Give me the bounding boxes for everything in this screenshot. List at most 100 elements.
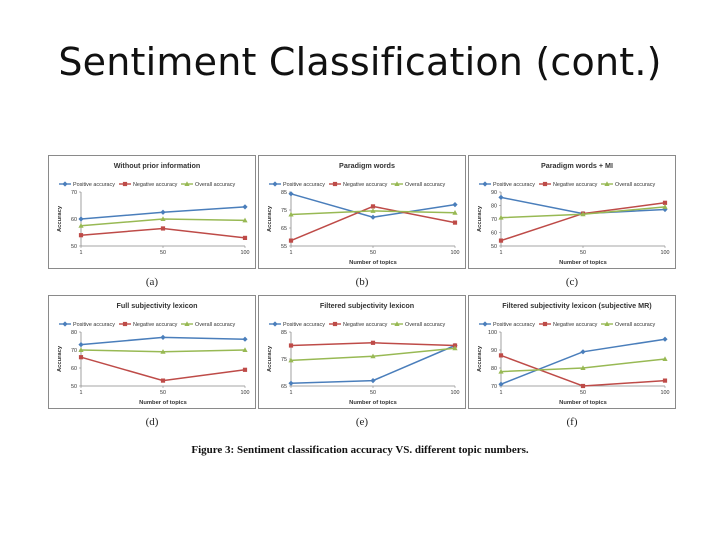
y-tick-label-c-2: 70 (491, 217, 497, 223)
y-tick-label-d-2: 70 (71, 348, 77, 354)
data-point-b-2-1 (370, 208, 376, 213)
x-tick-label-b-2: 100 (451, 250, 460, 256)
data-point-e-0-0 (288, 380, 294, 386)
data-point-a-1-0 (78, 233, 84, 238)
data-point-e-1-1 (370, 340, 376, 345)
legend-marker-b-1 (332, 181, 338, 187)
legend-marker-d-0 (62, 321, 68, 327)
legend-marker-b-2 (394, 181, 400, 186)
chart-panel-a: Without prior information Positive accura… (48, 155, 256, 269)
data-point-e-1-0 (288, 343, 294, 348)
data-point-c-0-0 (498, 194, 504, 200)
chart-panel-e: Filtered subjectivity lexicon Positive ac… (258, 295, 466, 409)
data-point-b-0-0 (288, 191, 294, 197)
x-axis-label-d: Number of topics (139, 400, 187, 406)
data-point-b-1-0 (288, 238, 294, 243)
x-tick-label-f-1: 50 (580, 390, 586, 396)
y-tick-label-b-2: 75 (281, 208, 287, 214)
legend-marker-e-1 (332, 321, 338, 327)
legend-label-d-1: Negative accuracy (133, 322, 178, 328)
y-tick-label-b-1: 65 (281, 226, 287, 232)
y-axis-label-e: Accuracy (267, 345, 273, 372)
chart-title-f: Filtered subjectivity lexicon (subjectiv… (502, 301, 652, 310)
data-point-a-1-1 (160, 226, 166, 231)
x-tick-label-e-0: 1 (290, 390, 293, 396)
chart-svg-b: Paradigm words Positive accuracy Negative … (267, 161, 460, 266)
chart-title-b: Paradigm words (339, 161, 395, 170)
legend-marker-e-2 (394, 321, 400, 326)
data-point-e-2-0 (288, 357, 294, 363)
data-point-c-1-2 (662, 200, 668, 205)
x-tick-label-a-2: 100 (241, 250, 250, 256)
x-tick-label-b-0: 1 (290, 250, 293, 256)
chart-svg-e: Filtered subjectivity lexicon Positive ac… (267, 301, 460, 406)
y-tick-label-f-2: 90 (491, 348, 497, 354)
data-point-f-2-0 (498, 368, 504, 374)
legend-marker-a-0 (62, 181, 68, 187)
data-point-f-1-1 (580, 383, 586, 389)
y-axis-label-c: Accuracy (477, 205, 483, 232)
legend-label-c-2: Overall accuracy (615, 182, 655, 188)
data-point-d-2-0 (78, 347, 84, 352)
legend-label-b-2: Overall accuracy (405, 182, 445, 188)
legend-label-e-0: Positive accuracy (283, 322, 325, 328)
data-point-d-0-0 (78, 342, 84, 348)
chart-title-e: Filtered subjectivity lexicon (320, 301, 414, 310)
data-point-e-1-2 (452, 343, 458, 348)
legend-marker-f-2 (604, 321, 610, 326)
legend-marker-a-2 (184, 181, 190, 186)
chart-title-a: Without prior information (114, 161, 201, 170)
data-point-b-1-2 (452, 220, 458, 225)
x-axis-label-f: Number of topics (559, 400, 607, 406)
data-point-d-1-0 (78, 355, 84, 360)
y-tick-label-d-1: 60 (71, 366, 77, 372)
y-tick-label-c-0: 50 (491, 244, 497, 250)
data-point-d-0-2 (242, 336, 248, 342)
y-axis-label-f: Accuracy (477, 345, 483, 372)
x-tick-label-a-1: 50 (160, 250, 166, 256)
y-tick-label-f-0: 70 (491, 384, 497, 390)
y-axis-label-a: Accuracy (57, 205, 63, 232)
y-tick-label-f-3: 100 (488, 330, 497, 336)
chart-panel-d: Full subjectivity lexicon Positive accura… (48, 295, 256, 409)
legend-label-d-0: Positive accuracy (73, 322, 115, 328)
sublabel-a: (a) (145, 276, 159, 288)
data-point-a-2-1 (160, 216, 166, 221)
y-axis-label-d: Accuracy (57, 345, 63, 372)
sublabel-c: (c) (565, 276, 579, 288)
y-tick-label-b-0: 55 (281, 244, 287, 250)
sublabel-f: (f) (566, 416, 578, 428)
legend-label-d-2: Overall accuracy (195, 322, 235, 328)
x-axis-label-b: Number of topics (349, 260, 397, 266)
legend-marker-e-0 (272, 321, 278, 327)
data-point-d-1-1 (160, 378, 166, 383)
x-tick-label-c-1: 50 (580, 250, 586, 256)
legend-label-b-0: Positive accuracy (283, 182, 325, 188)
legend-label-f-2: Overall accuracy (615, 322, 655, 328)
data-point-f-0-1 (580, 349, 586, 355)
series-line-d-1 (80, 356, 246, 382)
chart-title-c: Paradigm words + MI (541, 161, 613, 170)
y-tick-label-a-2: 70 (71, 190, 77, 196)
data-point-d-1-2 (242, 367, 248, 372)
legend-label-f-0: Positive accuracy (493, 322, 535, 328)
sublabel-b: (b) (355, 276, 369, 288)
y-tick-label-d-3: 80 (71, 330, 77, 336)
data-point-b-0-1 (370, 214, 376, 220)
legend-marker-d-1 (122, 321, 128, 327)
chart-panel-c: Paradigm words + MI Positive accuracy Nega… (468, 155, 676, 269)
y-tick-label-a-1: 60 (71, 217, 77, 223)
data-point-d-2-1 (160, 349, 166, 354)
data-point-c-2-0 (498, 214, 504, 220)
y-tick-label-c-3: 80 (491, 204, 497, 210)
chart-svg-c: Paradigm words + MI Positive accuracy Nega… (477, 161, 670, 266)
x-tick-label-e-2: 100 (451, 390, 460, 396)
data-point-e-0-1 (370, 378, 376, 384)
x-tick-label-e-1: 50 (370, 390, 376, 396)
legend-label-c-0: Positive accuracy (493, 182, 535, 188)
data-point-a-0-1 (160, 209, 166, 215)
y-tick-label-c-1: 60 (491, 231, 497, 237)
y-tick-label-a-0: 50 (71, 244, 77, 250)
legend-label-e-1: Negative accuracy (343, 322, 388, 328)
data-point-e-2-2 (452, 345, 458, 351)
